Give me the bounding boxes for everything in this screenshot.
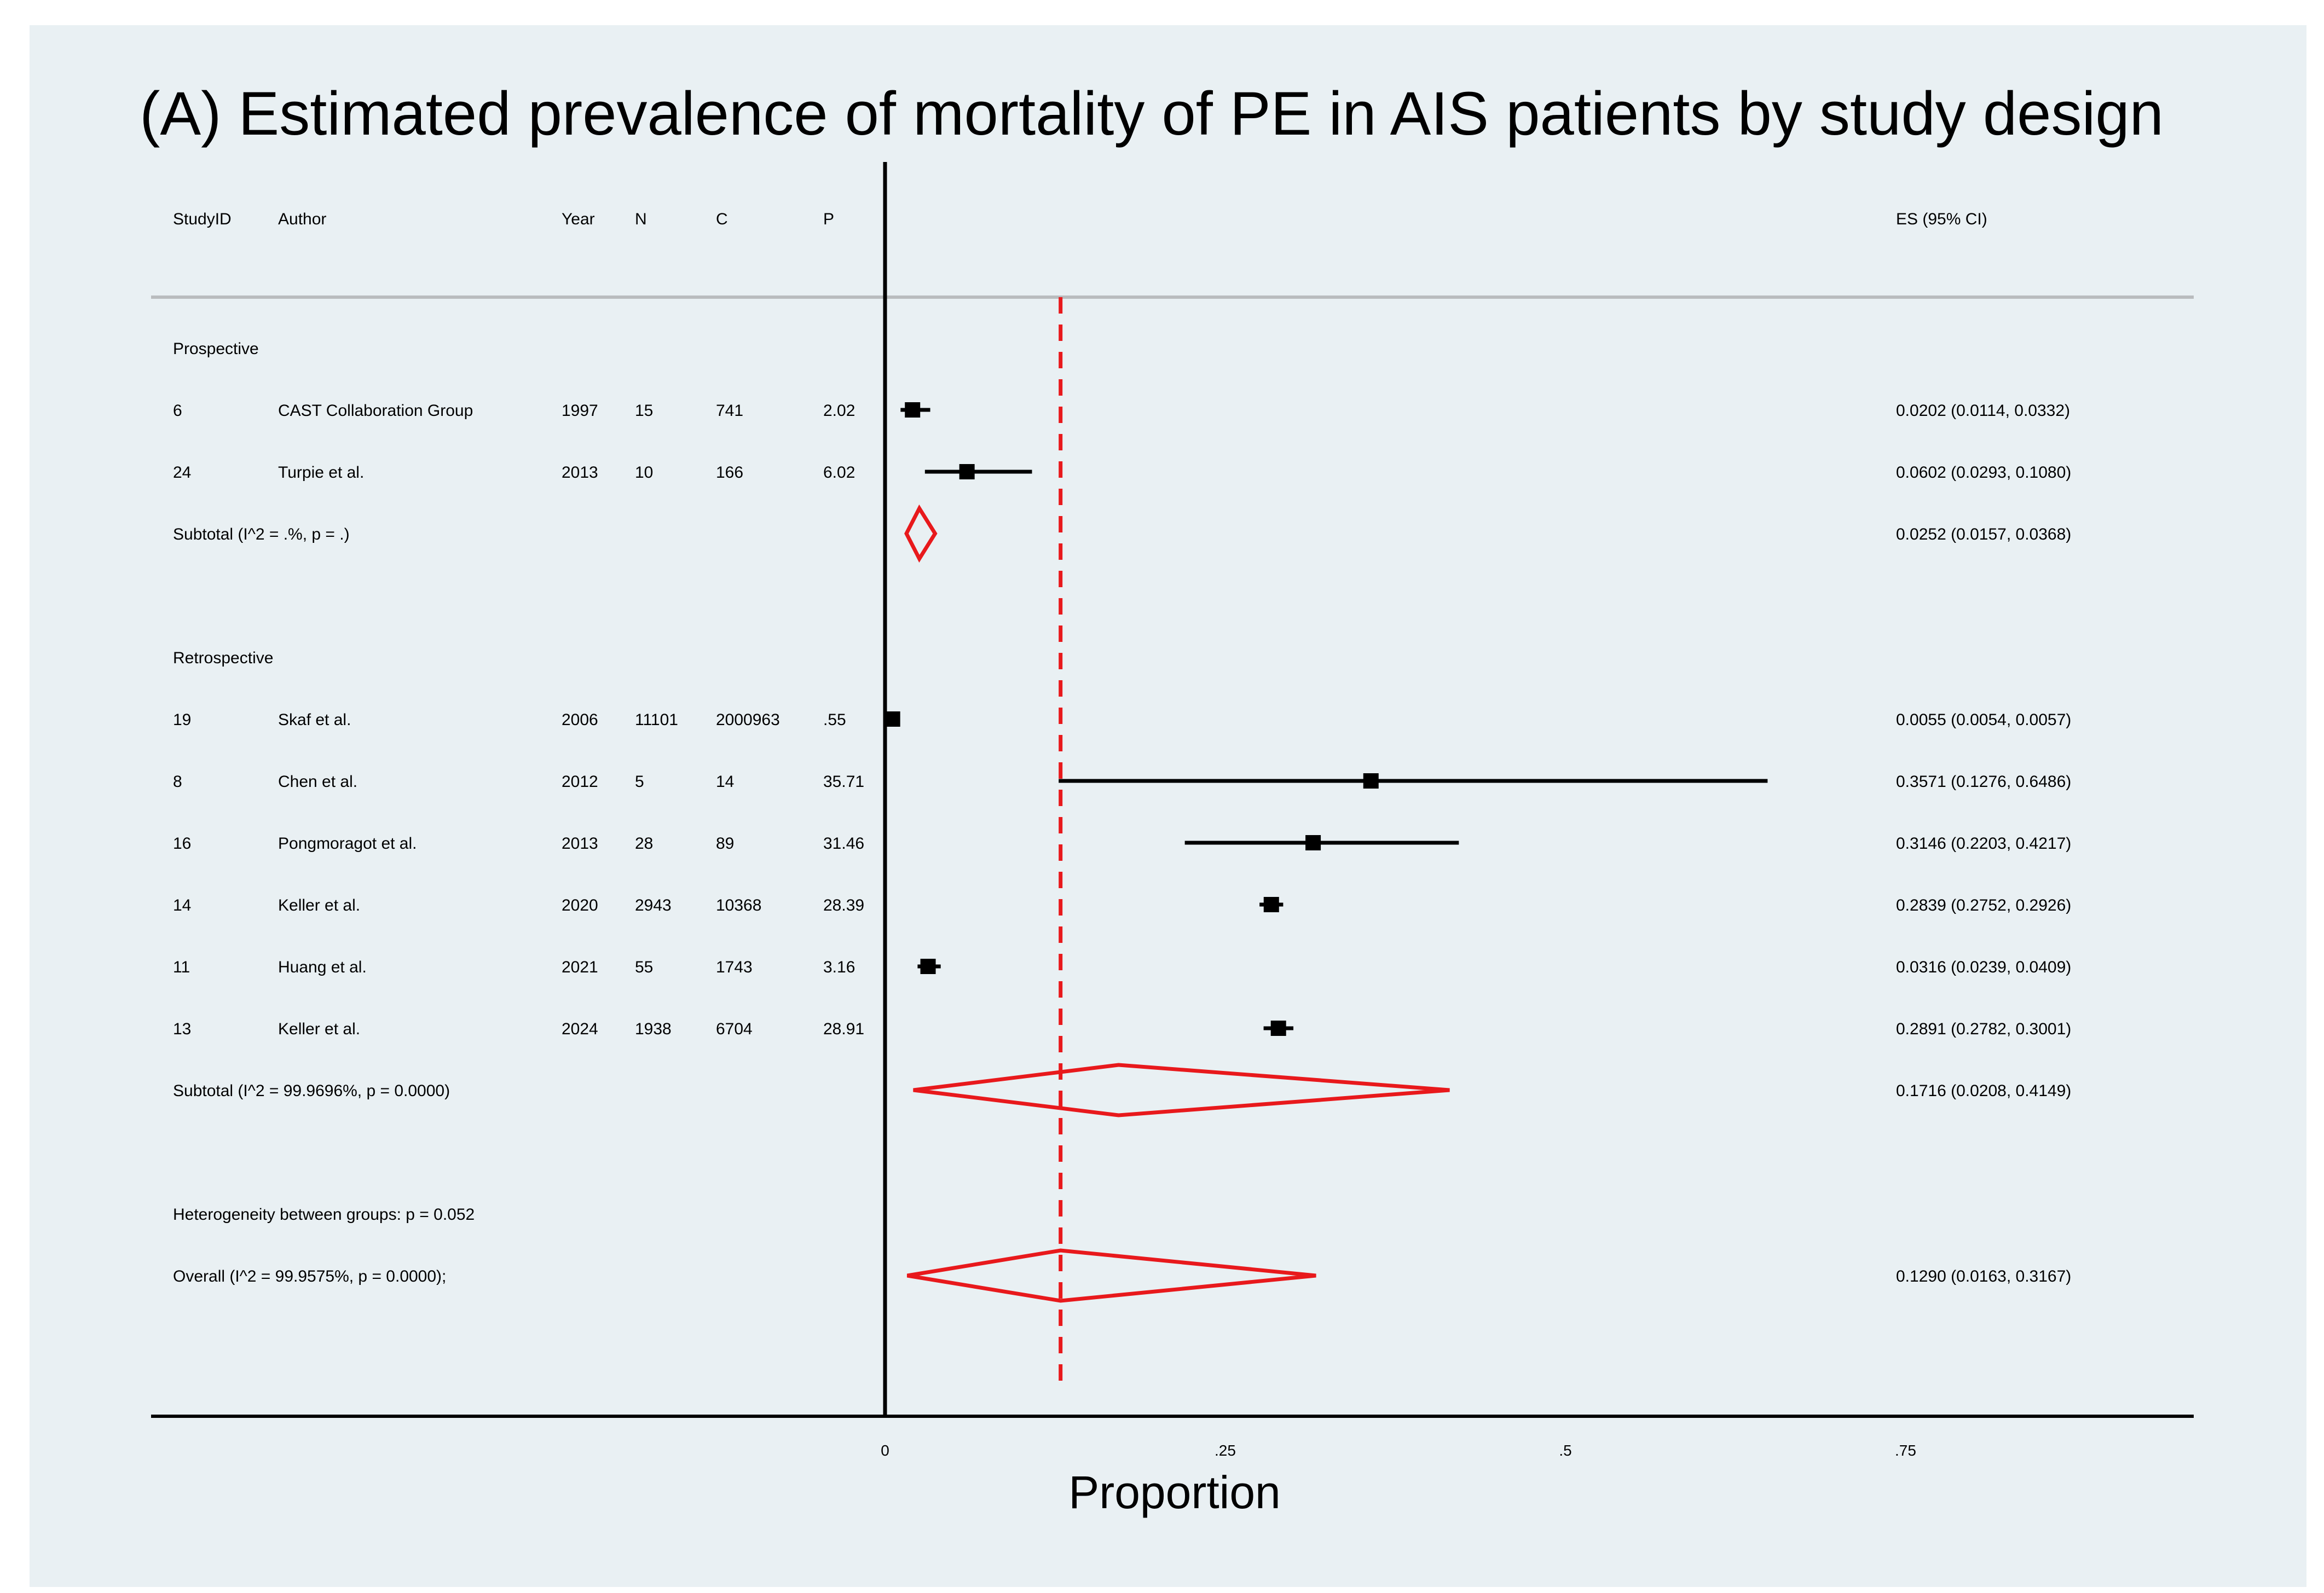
study-author: Huang et al. — [278, 958, 367, 976]
forest-plot: (A) Estimated prevalence of mortality of… — [140, 79, 2194, 1518]
study-id: 6 — [173, 402, 182, 420]
study-author: Skaf et al. — [278, 711, 351, 729]
study-id: 14 — [173, 896, 191, 914]
study-es-ci: 0.2839 (0.2752, 0.2926) — [1896, 896, 2071, 914]
study-c: 166 — [716, 464, 743, 482]
subtotal-label: Subtotal (I^2 = .%, p = .) — [173, 525, 350, 543]
subtotal-diamond — [904, 504, 938, 563]
point-estimate — [1270, 1021, 1286, 1036]
study-n: 10 — [635, 464, 653, 482]
header-c: C — [716, 210, 728, 228]
study-p: 28.91 — [823, 1020, 864, 1038]
header-es-ci: ES (95% CI) — [1896, 210, 1987, 228]
column-headers: StudyID Author Year N C P ES (95% CI) — [173, 210, 1987, 228]
overall-es-ci: 0.1290 (0.0163, 0.3167) — [1896, 1267, 2071, 1285]
x-tick-label: .5 — [1559, 1442, 1571, 1459]
study-n: 2943 — [635, 896, 672, 914]
study-id: 24 — [173, 464, 191, 482]
study-n: 55 — [635, 958, 653, 976]
study-author: Keller et al. — [278, 1020, 360, 1038]
header-year: Year — [562, 210, 595, 228]
study-year: 2013 — [562, 835, 598, 853]
study-author: Turpie et al. — [278, 464, 364, 482]
point-estimate — [1305, 835, 1321, 850]
study-p: 35.71 — [823, 773, 864, 791]
x-tick-label: 0 — [881, 1442, 889, 1459]
study-es-ci: 0.2891 (0.2782, 0.3001) — [1896, 1020, 2071, 1038]
study-es-ci: 0.0202 (0.0114, 0.0332) — [1896, 402, 2070, 420]
study-c: 89 — [716, 835, 734, 853]
study-year: 2013 — [562, 464, 598, 482]
study-c: 14 — [716, 773, 734, 791]
subtotal-label: Subtotal (I^2 = 99.9696%, p = 0.0000) — [173, 1082, 450, 1100]
point-estimate — [1363, 773, 1379, 789]
group-label: Prospective — [173, 340, 259, 358]
study-year: 1997 — [562, 402, 598, 420]
study-id: 13 — [173, 1020, 191, 1038]
x-axis-label: Proportion — [1068, 1467, 1281, 1518]
point-estimate — [884, 711, 900, 727]
study-c: 10368 — [716, 896, 761, 914]
header-n: N — [635, 210, 647, 228]
study-p: 6.02 — [823, 464, 855, 482]
x-tick-label: .75 — [1895, 1442, 1916, 1459]
study-author: Keller et al. — [278, 896, 360, 914]
study-year: 2012 — [562, 773, 598, 791]
subtotal-es-ci: 0.0252 (0.0157, 0.0368) — [1896, 525, 2071, 543]
chart-title: (A) Estimated prevalence of mortality of… — [140, 79, 2164, 148]
study-rows: Prospective 6 CAST Collaboration Group 1997… — [173, 340, 2071, 1303]
study-year: 2006 — [562, 711, 598, 729]
study-c: 2000963 — [716, 711, 780, 729]
study-year: 2024 — [562, 1020, 598, 1038]
header-p: P — [823, 210, 834, 228]
study-p: 31.46 — [823, 835, 864, 853]
study-c: 6704 — [716, 1020, 753, 1038]
study-id: 16 — [173, 835, 191, 853]
x-axis: 0 .25 .5 .75 — [151, 162, 2194, 1459]
study-author: Pongmoragot et al. — [278, 835, 417, 853]
study-n: 1938 — [635, 1020, 672, 1038]
point-estimate — [905, 402, 921, 418]
point-estimate — [1263, 897, 1279, 912]
study-es-ci: 0.3571 (0.1276, 0.6486) — [1896, 773, 2071, 791]
header-studyid: StudyID — [173, 210, 232, 228]
overall-label: Overall (I^2 = 99.9575%, p = 0.0000); — [173, 1267, 446, 1285]
subtotal-diamond — [913, 1063, 1450, 1117]
group-label: Retrospective — [173, 649, 273, 667]
header-author: Author — [278, 210, 326, 228]
study-c: 741 — [716, 402, 743, 420]
study-n: 5 — [635, 773, 644, 791]
study-n: 28 — [635, 835, 653, 853]
study-p: .55 — [823, 711, 846, 729]
chart-panel: (A) Estimated prevalence of mortality of… — [30, 25, 2306, 1587]
study-id: 8 — [173, 773, 182, 791]
study-es-ci: 0.0602 (0.0293, 0.1080) — [1896, 464, 2071, 482]
study-author: Chen et al. — [278, 773, 357, 791]
study-es-ci: 0.0316 (0.0239, 0.0409) — [1896, 958, 2071, 976]
study-year: 2020 — [562, 896, 598, 914]
study-n: 11101 — [635, 711, 678, 729]
study-p: 28.39 — [823, 896, 864, 914]
study-author: CAST Collaboration Group — [278, 402, 473, 420]
study-p: 3.16 — [823, 958, 855, 976]
study-c: 1743 — [716, 958, 753, 976]
point-estimate — [959, 464, 975, 479]
subtotal-es-ci: 0.1716 (0.0208, 0.4149) — [1896, 1082, 2071, 1100]
study-year: 2021 — [562, 958, 598, 976]
study-n: 15 — [635, 402, 653, 420]
study-id: 19 — [173, 711, 191, 729]
x-tick-label: .25 — [1215, 1442, 1236, 1459]
study-p: 2.02 — [823, 402, 855, 420]
study-es-ci: 0.0055 (0.0054, 0.0057) — [1896, 711, 2071, 729]
point-estimate — [920, 959, 936, 974]
study-id: 11 — [173, 958, 190, 976]
overall-diamond — [906, 1248, 1316, 1303]
study-es-ci: 0.3146 (0.2203, 0.4217) — [1896, 835, 2071, 853]
heterogeneity-note: Heterogeneity between groups: p = 0.052 — [173, 1206, 475, 1224]
